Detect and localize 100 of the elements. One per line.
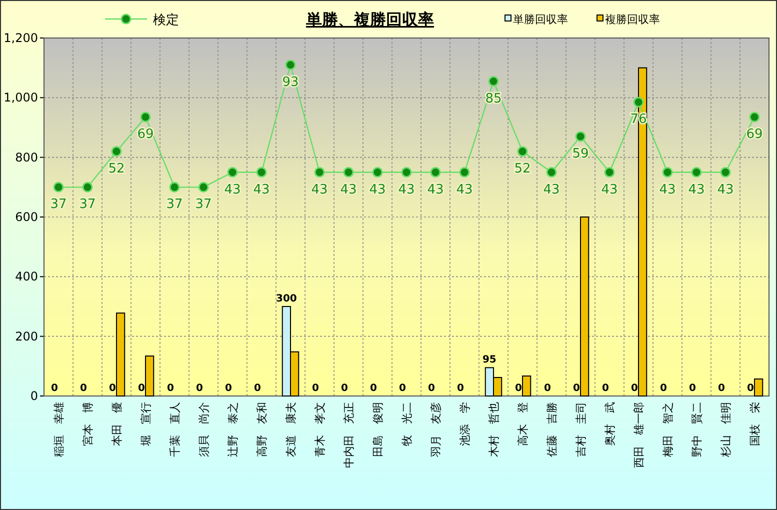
point bbox=[488, 76, 499, 87]
annotation: 43 bbox=[369, 182, 386, 198]
x-tick-label: 梅田 智之 bbox=[662, 402, 674, 458]
data-label: 0 bbox=[660, 383, 667, 394]
chart-title: 単勝、複勝回収率 bbox=[305, 10, 434, 29]
annotation: 43 bbox=[427, 182, 444, 198]
data-label: 0 bbox=[398, 383, 406, 394]
annotation: 43 bbox=[688, 182, 705, 198]
bar bbox=[116, 312, 126, 396]
x-tick-label: 吉村 圭司 bbox=[574, 402, 588, 457]
x-tick-label: 本田 優 bbox=[110, 402, 124, 446]
x-tick-label: 中内田 充正 bbox=[342, 402, 356, 468]
data-label: 0 bbox=[602, 383, 609, 394]
x-tick-label: 高野 友和 bbox=[256, 402, 268, 457]
annotation: 52 bbox=[514, 161, 531, 176]
annotation: 37 bbox=[195, 197, 212, 212]
annotation: 43 bbox=[543, 182, 560, 198]
x-tick-label: 木村 哲也 bbox=[488, 402, 500, 457]
x-tick-label: 友道 康夫 bbox=[284, 402, 298, 457]
data-label: 95 bbox=[482, 354, 496, 366]
data-label: 0 bbox=[544, 383, 551, 394]
point bbox=[604, 167, 615, 178]
y-tick-label: 1,000 bbox=[4, 90, 38, 105]
annotation: 59 bbox=[572, 146, 589, 162]
annotation: 43 bbox=[311, 182, 328, 198]
x-tick-label: 国枝 栄 bbox=[748, 402, 762, 446]
data-label: 0 bbox=[630, 383, 638, 394]
point bbox=[401, 167, 412, 178]
data-label: 0 bbox=[80, 383, 87, 394]
point bbox=[285, 60, 296, 70]
legend-label: 検定 bbox=[153, 13, 179, 28]
data-label: 0 bbox=[456, 383, 464, 394]
data-label: 0 bbox=[370, 383, 377, 394]
annotation: 43 bbox=[659, 182, 676, 198]
data-label: 0 bbox=[428, 383, 435, 394]
y-tick-label: 1,200 bbox=[4, 31, 38, 45]
annotation: 43 bbox=[717, 182, 734, 198]
x-tick-label: 奥村 武 bbox=[604, 402, 616, 446]
point bbox=[53, 182, 64, 192]
point bbox=[256, 167, 267, 178]
point bbox=[633, 96, 644, 108]
annotation: 37 bbox=[79, 197, 96, 212]
x-tick-label: 池添 学 bbox=[458, 402, 472, 446]
point bbox=[546, 167, 557, 178]
point bbox=[517, 146, 528, 157]
y-tick-label: 200 bbox=[15, 329, 38, 344]
point bbox=[459, 167, 470, 178]
x-tick-label: 杉山 佳明 bbox=[720, 402, 732, 458]
legend-label: 単勝回収率 bbox=[513, 13, 568, 26]
bar bbox=[145, 356, 154, 396]
data-label: 0 bbox=[312, 383, 319, 394]
data-label: 0 bbox=[340, 383, 348, 394]
point bbox=[227, 167, 238, 178]
data-label: 0 bbox=[196, 383, 203, 394]
point bbox=[82, 182, 93, 192]
data-label: 0 bbox=[688, 383, 696, 394]
bar bbox=[522, 376, 532, 396]
annotation: 43 bbox=[340, 182, 357, 198]
data-label: 0 bbox=[108, 383, 116, 394]
point bbox=[169, 182, 180, 192]
data-label: 0 bbox=[254, 383, 261, 394]
data-label: 0 bbox=[746, 383, 754, 394]
point bbox=[314, 167, 325, 178]
annotation: 69 bbox=[137, 127, 154, 142]
point bbox=[198, 182, 209, 192]
point bbox=[691, 167, 702, 178]
x-tick-label: 佐藤 吉勝 bbox=[546, 402, 558, 457]
annotation: 43 bbox=[253, 182, 270, 198]
annotation: 43 bbox=[398, 182, 415, 198]
point bbox=[430, 167, 441, 178]
point bbox=[140, 112, 151, 122]
annotation: 43 bbox=[601, 182, 618, 198]
y-tick-label: 0 bbox=[30, 389, 38, 403]
annotation: 43 bbox=[224, 182, 241, 198]
x-tick-label: 田島 俊明 bbox=[372, 402, 384, 457]
data-label: 0 bbox=[514, 383, 522, 394]
point bbox=[111, 146, 122, 157]
point bbox=[749, 112, 760, 122]
data-label: 0 bbox=[718, 383, 725, 394]
y-tick-label: 600 bbox=[15, 210, 38, 224]
point bbox=[720, 167, 731, 178]
data-label: 300 bbox=[276, 294, 297, 304]
x-tick-label: 高木 登 bbox=[516, 402, 530, 446]
bar bbox=[754, 378, 764, 396]
data-label: 0 bbox=[224, 383, 232, 394]
annotation: 43 bbox=[456, 182, 473, 198]
annotation: 37 bbox=[50, 197, 67, 212]
x-tick-label: 堀 宣行 bbox=[140, 402, 152, 447]
y-tick-label: 400 bbox=[15, 270, 38, 284]
bar bbox=[580, 216, 590, 396]
data-label: 0 bbox=[572, 383, 580, 394]
x-tick-label: 宮本 博 bbox=[82, 402, 94, 446]
legend-label: 複勝回収率 bbox=[605, 13, 660, 26]
x-tick-label: 西田 雄一郎 bbox=[632, 402, 646, 468]
x-tick-label: 千葉 直人 bbox=[168, 402, 182, 457]
data-label: 0 bbox=[166, 383, 174, 394]
x-tick-label: 野中 賢二 bbox=[690, 402, 704, 457]
point bbox=[575, 131, 586, 142]
x-tick-label: 辻野 泰之 bbox=[226, 402, 240, 457]
annotation: 37 bbox=[166, 197, 183, 212]
